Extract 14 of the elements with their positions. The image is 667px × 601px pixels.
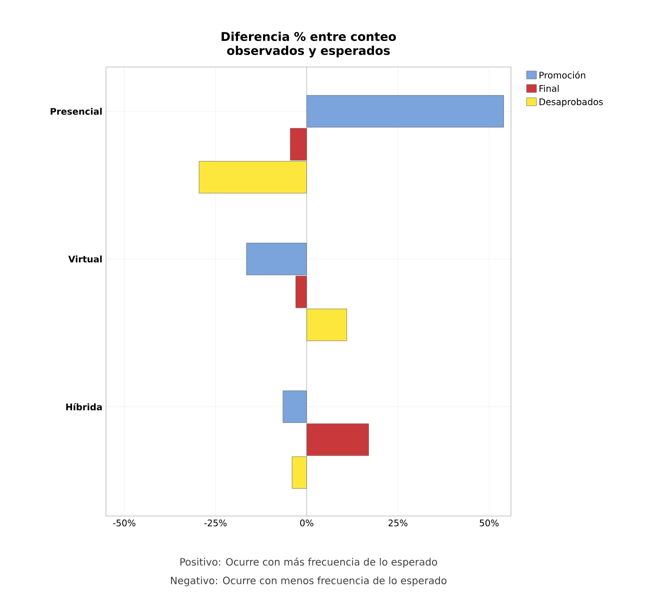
x-tick-label: 25% xyxy=(388,520,408,526)
y-tick-label: Presencial xyxy=(50,108,102,115)
chart-title: Diferencia % entre conteo observados y esperados xyxy=(222,32,396,58)
text: Positivo: Ocurre con más frecuencia de lo esperado xyxy=(180,558,438,568)
y-tick-label: Híbrida xyxy=(66,403,102,410)
y-tick-label: Virtual xyxy=(68,256,102,262)
x-tick-label: 50% xyxy=(480,520,499,526)
legend-label: Promoción xyxy=(540,71,586,79)
text: Negativo: Ocurre con menos frecuencia de lo esperado xyxy=(171,576,446,586)
x-tick-label: -50% xyxy=(113,520,136,526)
x-tick-label: -25% xyxy=(204,520,227,526)
legend-label: Final xyxy=(540,84,559,92)
legend-label: Desaprobados xyxy=(540,98,603,107)
x-tick-label: 0% xyxy=(300,520,314,526)
